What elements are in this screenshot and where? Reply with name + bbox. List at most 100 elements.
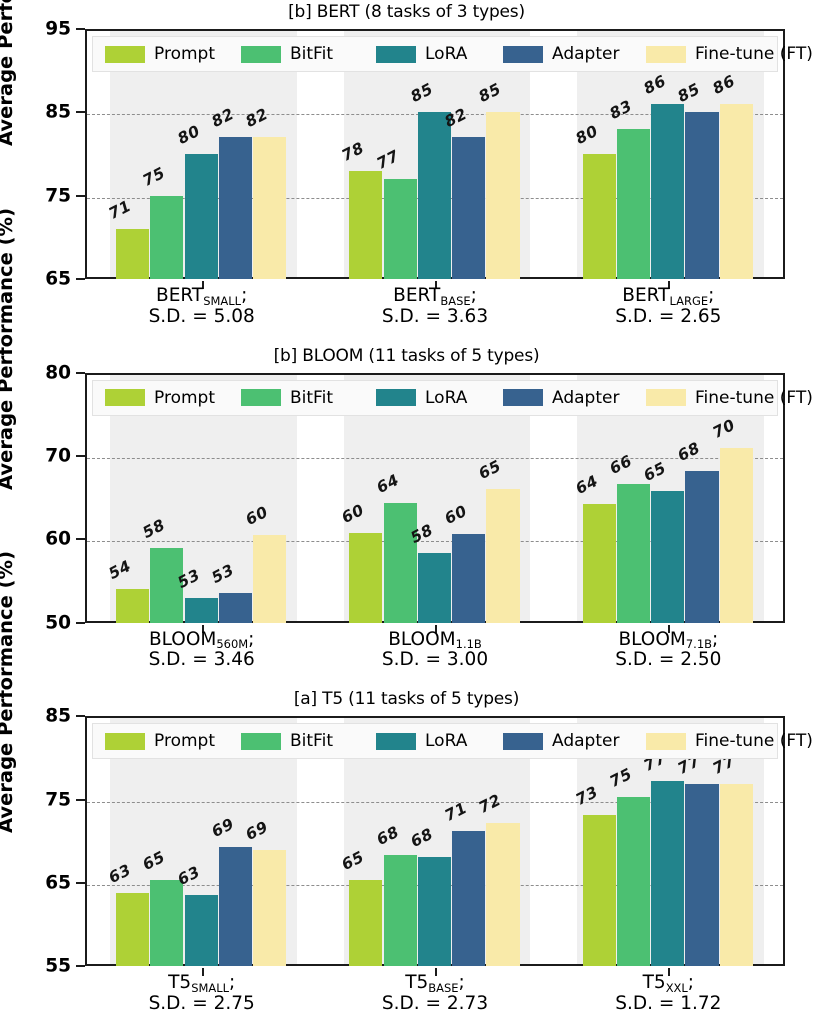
x-group-name: BERTSMALL; bbox=[156, 285, 248, 308]
y-tick-label: 65 bbox=[45, 268, 71, 290]
bar-value-label: 60 bbox=[339, 501, 368, 528]
x-group-name: BLOOM560M; bbox=[148, 628, 255, 652]
x-group-sd: S.D. = 5.08 bbox=[148, 305, 255, 327]
legend-item-prompt[interactable]: Prompt bbox=[105, 724, 215, 758]
bar-value-label: 78 bbox=[339, 138, 368, 165]
legend-label: LoRA bbox=[425, 44, 468, 64]
bar bbox=[349, 170, 383, 279]
bar bbox=[184, 894, 218, 967]
legend-item-bitfit[interactable]: BitFit bbox=[241, 37, 333, 71]
x-tick-mark bbox=[668, 624, 671, 633]
bar-value-label: 65 bbox=[641, 458, 670, 485]
x-group-name: BERTLARGE; bbox=[622, 285, 715, 308]
legend-label: BitFit bbox=[290, 387, 333, 408]
legend-item-adapter[interactable]: Adapter bbox=[503, 724, 619, 758]
x-tick-mark bbox=[668, 281, 671, 289]
bar bbox=[115, 229, 149, 279]
x-group-name: BLOOM7.1B; bbox=[618, 628, 719, 652]
x-group-label: BERTSMALL; S.D. = 5.08 bbox=[52, 285, 352, 328]
legend-label: Adapter bbox=[552, 44, 620, 64]
legend-swatch-icon bbox=[646, 732, 686, 750]
bar bbox=[253, 849, 287, 967]
bar bbox=[383, 854, 417, 967]
bar bbox=[486, 489, 520, 623]
x-group-sd: S.D. = 3.63 bbox=[381, 305, 489, 327]
bar-value-label: 68 bbox=[373, 822, 402, 849]
legend-label: Adapter bbox=[552, 731, 620, 752]
x-group-subscript: SMALL bbox=[203, 293, 242, 308]
bar bbox=[685, 470, 719, 623]
bar-value-label: 68 bbox=[675, 438, 704, 465]
bar-value-label: 85 bbox=[407, 80, 436, 107]
bar bbox=[486, 822, 520, 967]
bar-value-label: 75 bbox=[140, 163, 169, 190]
legend-item-prompt[interactable]: Prompt bbox=[105, 381, 215, 415]
bar bbox=[616, 484, 650, 623]
bar-value-label: 64 bbox=[373, 471, 402, 498]
bar-value-label: 68 bbox=[407, 824, 436, 852]
legend-item-adapter[interactable]: Adapter bbox=[503, 381, 619, 415]
bar-value-label: 83 bbox=[606, 96, 635, 123]
bar-value-label: 85 bbox=[675, 80, 704, 107]
x-group-name: BERTBASE; bbox=[393, 285, 477, 308]
legend-label: LoRA bbox=[425, 387, 468, 408]
bar bbox=[685, 112, 719, 279]
y-tick-label: 55 bbox=[45, 955, 71, 977]
legend-item-fine-tune-ft[interactable]: Fine-tune (FT) bbox=[646, 724, 813, 758]
bar bbox=[452, 534, 486, 623]
bar bbox=[218, 592, 252, 623]
y-tick-mark bbox=[76, 881, 85, 884]
bar-value-label: 60 bbox=[242, 502, 272, 530]
legend-label: Fine-tune (FT) bbox=[695, 387, 813, 408]
bar-value-label: 53 bbox=[208, 560, 237, 587]
x-group-subscript: 1.1B bbox=[455, 637, 482, 652]
legend-swatch-icon bbox=[241, 389, 281, 407]
legend-label: Fine-tune (FT) bbox=[695, 44, 813, 64]
x-group-label: BERTLARGE; S.D. = 2.65 bbox=[518, 285, 813, 328]
legend-item-fine-tune-ft[interactable]: Fine-tune (FT) bbox=[646, 381, 813, 415]
y-tick-label: 75 bbox=[45, 789, 71, 811]
bar-value-label: 82 bbox=[208, 105, 237, 132]
legend-swatch-icon bbox=[376, 732, 416, 750]
bar bbox=[417, 552, 451, 623]
legend-label: Prompt bbox=[154, 44, 215, 64]
y-tick-mark bbox=[76, 454, 85, 457]
legend-item-prompt[interactable]: Prompt bbox=[105, 37, 215, 71]
legend-item-fine-tune-ft[interactable]: Fine-tune (FT) bbox=[646, 37, 813, 71]
x-group-sd: S.D. = 2.75 bbox=[148, 993, 255, 1015]
chart-legend: Prompt BitFit LoRA Adapter Fine-tune (FT) bbox=[92, 723, 813, 760]
x-group-label: BLOOM560M; S.D. = 3.46 bbox=[52, 628, 352, 672]
bar bbox=[115, 589, 149, 623]
bar-value-label: 70 bbox=[709, 416, 738, 443]
legend-swatch-icon bbox=[241, 732, 281, 750]
grid-line bbox=[87, 541, 783, 543]
panel-title: [b] BLOOM (11 tasks of 5 types) bbox=[273, 345, 540, 366]
bars-layer: 54 58 53 53 60 60 64 58 60 65 64 66 65 68 70 bbox=[85, 373, 785, 623]
legend-item-lora[interactable]: LoRA bbox=[376, 381, 467, 415]
legend-swatch-icon bbox=[376, 389, 416, 407]
legend-item-lora[interactable]: LoRA bbox=[376, 724, 467, 758]
bar bbox=[253, 137, 287, 279]
bars-layer: 63 65 63 69 69 65 68 68 71 72 73 75 77 77 77 bbox=[85, 716, 785, 967]
x-group-sd: S.D. = 3.46 bbox=[148, 649, 255, 671]
x-group-subscript: BASE bbox=[428, 980, 459, 995]
bar bbox=[150, 880, 184, 967]
chart-legend: Prompt BitFit LoRA Adapter Fine-tune (FT) bbox=[92, 379, 813, 416]
bar-value-label: 75 bbox=[606, 764, 635, 792]
bar bbox=[582, 504, 616, 623]
bar-value-label: 80 bbox=[174, 121, 203, 148]
x-group-sd: S.D. = 2.50 bbox=[615, 649, 722, 671]
x-group-label: T5XXL; S.D. = 1.72 bbox=[518, 972, 813, 1015]
legend-label: BitFit bbox=[290, 731, 333, 752]
y-tick-label: 85 bbox=[45, 705, 71, 727]
y-tick-label: 95 bbox=[45, 18, 71, 40]
legend-item-bitfit[interactable]: BitFit bbox=[241, 724, 333, 758]
bar-value-label: 65 bbox=[339, 848, 368, 875]
x-group-label: BLOOM1.1B S.D. = 3.00 bbox=[285, 629, 585, 672]
grid-line bbox=[87, 801, 783, 803]
bar-value-label: 66 bbox=[606, 451, 635, 479]
legend-item-adapter[interactable]: Adapter bbox=[503, 37, 619, 71]
legend-item-lora[interactable]: LoRA bbox=[376, 37, 467, 71]
legend-item-bitfit[interactable]: BitFit bbox=[241, 381, 333, 415]
legend-swatch-icon bbox=[503, 45, 543, 63]
